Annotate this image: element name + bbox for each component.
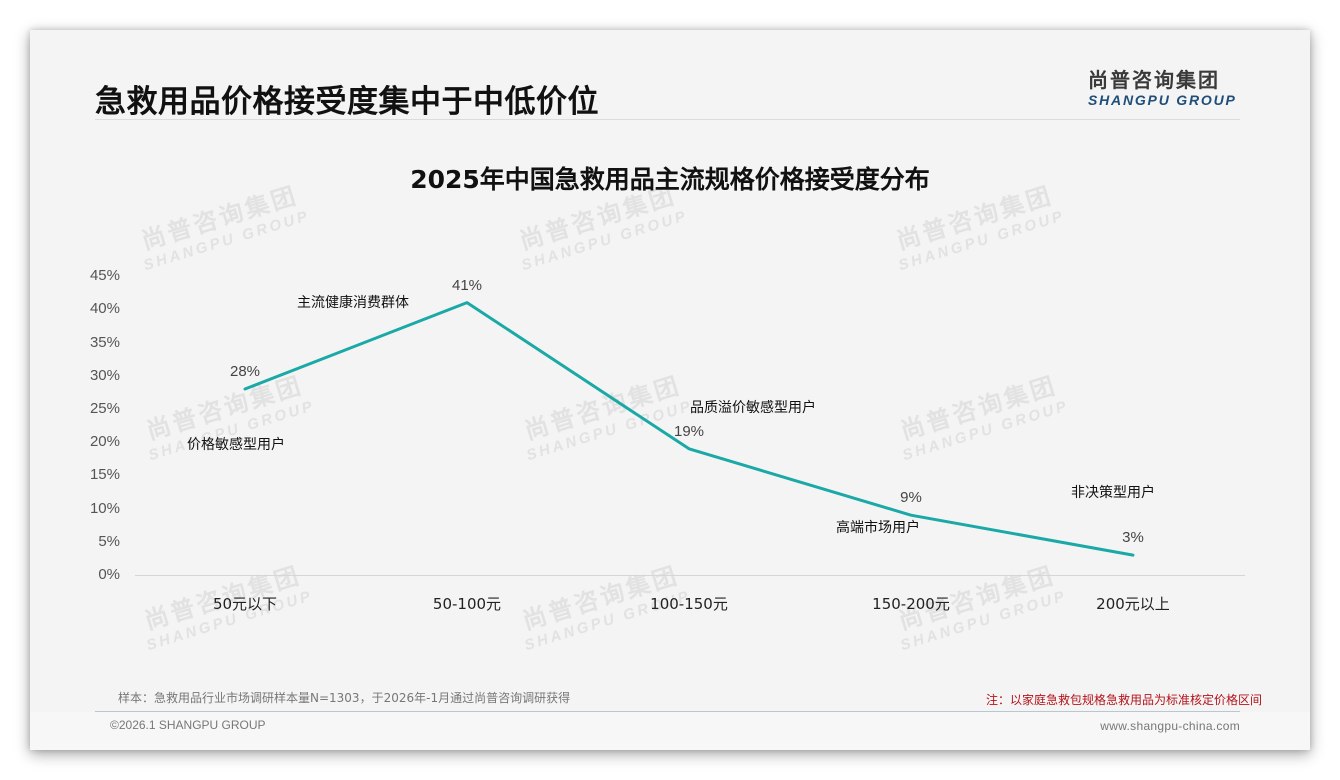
y-tick-label: 0%: [98, 566, 120, 583]
x-tick-label: 200元以上: [1096, 595, 1170, 613]
price-range-note: 注：以家庭急救包规格急救用品为标准核定价格区间: [985, 693, 1262, 707]
company-logo: 尚普咨询集团 SHANGPU GROUP: [1088, 64, 1237, 108]
copyright-text: ©2026.1 SHANGPU GROUP: [110, 718, 266, 732]
data-label: 19%: [673, 423, 705, 440]
data-label: 3%: [1122, 529, 1144, 546]
y-tick-label: 45%: [89, 267, 120, 284]
x-tick-label: 100-150元: [650, 595, 728, 613]
y-tick-label: 30%: [89, 367, 120, 384]
annotation-quality-premium: 品质溢价敏感型用户: [690, 400, 816, 416]
y-tick-label: 20%: [89, 433, 120, 450]
annotation-mainstream: 主流健康消费群体: [297, 295, 409, 311]
y-tick-label: 35%: [89, 334, 120, 351]
x-tick-label: 50元以下: [212, 595, 278, 613]
x-tick-label: 150-200元: [872, 595, 950, 613]
y-tick-label: 5%: [98, 533, 120, 550]
footer-band: [30, 712, 1310, 750]
y-tick-label: 40%: [89, 300, 120, 317]
website-link[interactable]: www.shangpu-china.com: [1100, 719, 1240, 733]
sample-note: 样本：急救用品行业市场调研样本量N=1303，于2026年-1月通过尚普咨询调研…: [118, 691, 571, 705]
x-tick-label: 50-100元: [432, 595, 502, 613]
page-title: 急救用品价格接受度集中于中低价位: [95, 84, 599, 120]
logo-english-name: SHANGPU GROUP: [1088, 92, 1237, 108]
data-label: 9%: [900, 489, 922, 506]
title-divider: [95, 119, 1240, 120]
logo-chinese-name: 尚普咨询集团: [1088, 68, 1220, 92]
chart-title: 2025年中国急救用品主流规格价格接受度分布: [410, 165, 930, 194]
annotation-high-end: 高端市场用户: [836, 520, 920, 536]
annotation-non-decision: 非决策型用户: [1071, 485, 1155, 501]
data-label: 41%: [451, 277, 483, 294]
slide: 尚普咨询集团 SHANGPU GROUP 尚普咨询集团 SHANGPU GROUP …: [30, 30, 1310, 750]
y-tick-label: 10%: [89, 500, 120, 517]
data-line: [243, 301, 1135, 557]
y-tick-label: 25%: [89, 400, 120, 417]
footer-divider: [95, 711, 1240, 712]
annotation-price-sensitive: 价格敏感型用户: [187, 437, 285, 453]
data-label: 28%: [229, 363, 261, 380]
chart-plot-area: [135, 301, 1245, 576]
y-tick-label: 15%: [89, 466, 120, 483]
